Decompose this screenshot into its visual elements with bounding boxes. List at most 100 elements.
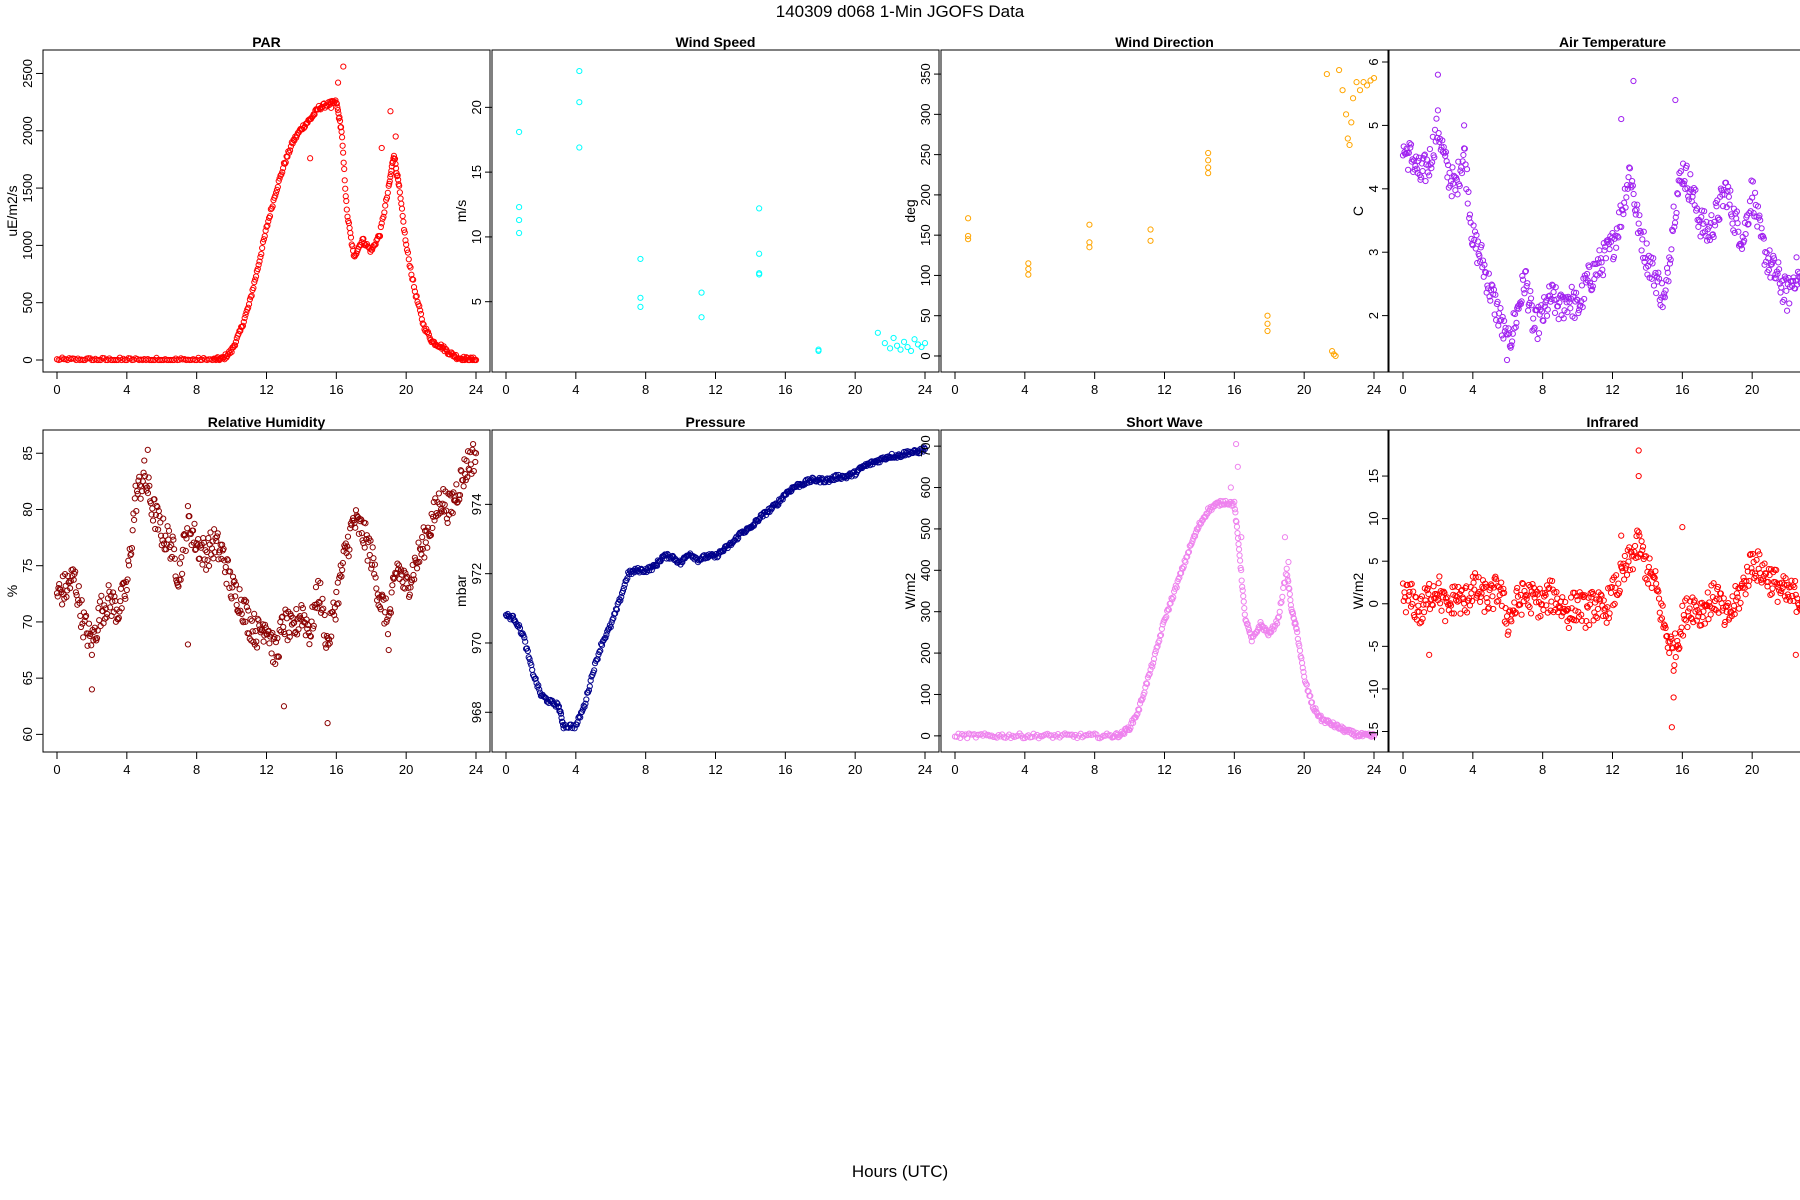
data-point: [141, 457, 148, 464]
y-tick-label: 5: [1366, 122, 1381, 129]
data-point: [714, 554, 721, 561]
data-point: [303, 616, 310, 623]
plot-frame: [1388, 49, 1800, 373]
data-point: [1285, 578, 1292, 585]
data-point: [435, 490, 443, 497]
data-point: [255, 261, 262, 268]
data-point: [1778, 587, 1785, 595]
data-point: [416, 545, 424, 552]
data-point: [1410, 588, 1417, 595]
data-point: [282, 159, 289, 166]
data-point: [1463, 166, 1471, 173]
data-point: [603, 631, 610, 638]
data-point: [1283, 565, 1290, 572]
data-point: [1471, 228, 1479, 235]
data-point: [1552, 284, 1559, 291]
data-point: [536, 686, 543, 693]
data-point: [1302, 680, 1310, 687]
y-tick-label: 80: [20, 502, 35, 516]
data-series: [53, 440, 480, 727]
data-point: [1272, 622, 1279, 629]
data-point: [1607, 238, 1615, 246]
data-point: [1538, 302, 1545, 309]
data-point: [298, 602, 305, 609]
data-point: [1349, 95, 1357, 102]
data-point: [1726, 201, 1733, 208]
data-point: [1546, 292, 1554, 299]
data-point: [1630, 190, 1637, 198]
data-point: [169, 533, 176, 540]
data-point: [1564, 309, 1571, 316]
data-point: [272, 639, 280, 646]
data-point: [964, 232, 972, 240]
data-point: [1719, 607, 1726, 614]
data-point: [1149, 663, 1156, 670]
data-point: [1505, 628, 1512, 635]
data-point: [334, 107, 342, 114]
data-point: [322, 641, 329, 648]
data-point: [1758, 225, 1765, 232]
data-point: [396, 182, 403, 189]
y-tick-label: 970: [469, 632, 484, 654]
data-point: [315, 598, 322, 606]
data-point: [1287, 597, 1294, 604]
data-point: [459, 477, 467, 484]
data-point: [398, 200, 405, 207]
data-point: [1460, 151, 1467, 159]
data-point: [1498, 316, 1505, 323]
data-point: [72, 568, 79, 575]
data-point: [232, 593, 239, 600]
data-point: [1594, 605, 1602, 613]
data-point: [1626, 164, 1633, 171]
data-point: [417, 307, 424, 314]
data-point: [1453, 597, 1460, 604]
data-point: [1404, 581, 1411, 589]
data-point: [272, 192, 279, 199]
data-point: [378, 144, 385, 152]
data-point: [558, 714, 565, 721]
data-point: [1502, 324, 1509, 331]
data-point: [515, 204, 523, 211]
data-point: [427, 532, 434, 539]
data-point: [372, 574, 379, 581]
data-point: [1576, 303, 1583, 310]
data-point: [701, 555, 709, 562]
data-point: [199, 561, 206, 568]
data-point: [529, 666, 536, 674]
data-point: [334, 104, 341, 111]
data-point: [1781, 581, 1788, 588]
data-point: [615, 599, 622, 606]
data-point: [386, 178, 393, 185]
y-axis-label: C: [1350, 206, 1366, 216]
data-point: [1663, 632, 1671, 640]
data-point: [1770, 255, 1778, 262]
data-point: [1626, 165, 1634, 172]
data-point: [387, 173, 394, 180]
data-point: [1415, 602, 1422, 609]
data-point: [1659, 304, 1666, 311]
data-point: [1471, 570, 1479, 577]
data-point: [1667, 256, 1674, 263]
data-point: [1734, 220, 1741, 227]
data-point: [1703, 237, 1711, 244]
data-point: [189, 527, 197, 534]
data-point: [1730, 607, 1737, 614]
data-point: [469, 440, 477, 448]
data-point: [1550, 288, 1557, 296]
data-point: [1497, 305, 1504, 312]
data-point: [309, 625, 317, 632]
data-point: [1708, 212, 1715, 219]
data-point: [98, 592, 105, 599]
data-point: [1782, 275, 1789, 282]
data-point: [280, 703, 288, 710]
data-point: [220, 545, 227, 553]
data-point: [1760, 235, 1767, 242]
data-point: [456, 491, 464, 499]
data-point: [637, 294, 644, 301]
data-point: [1239, 587, 1246, 594]
data-point: [438, 508, 445, 515]
data-point: [1774, 598, 1781, 605]
data-point: [155, 526, 162, 533]
data-point: [327, 104, 335, 111]
data-point: [1683, 162, 1690, 169]
